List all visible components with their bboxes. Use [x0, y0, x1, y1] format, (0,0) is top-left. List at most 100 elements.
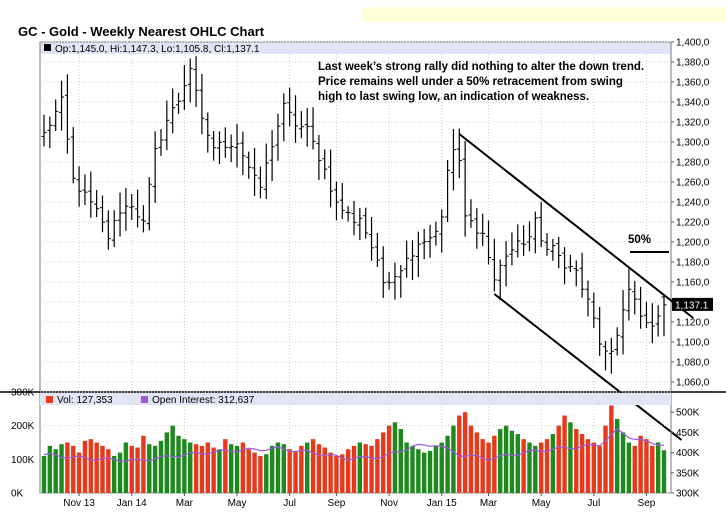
volume-bar	[82, 440, 88, 493]
volume-bar	[269, 445, 275, 493]
x-tick-label: Sep	[638, 498, 656, 509]
volume-bar	[609, 405, 614, 493]
volume-bar	[322, 447, 327, 493]
retracement-label: 50%	[628, 234, 651, 246]
volume-bar	[170, 425, 175, 493]
chart-title: GC - Gold - Weekly Nearest OHLC Chart	[18, 24, 265, 39]
price-tick-label: 1,120,0	[676, 318, 710, 329]
volume-bar	[228, 444, 234, 493]
volume-bar	[503, 425, 509, 493]
volume-bar	[457, 415, 462, 493]
volume-bar	[603, 425, 608, 493]
volume-tick-label: 200K	[11, 421, 35, 432]
last-price-tag	[672, 297, 713, 311]
volume-bar	[655, 442, 661, 493]
volume-bar	[299, 445, 304, 493]
volume-bar	[223, 439, 228, 493]
volume-legend-swatch	[46, 396, 53, 403]
volume-bar	[211, 447, 216, 493]
volume-bar	[258, 455, 263, 493]
volume-bar	[544, 439, 550, 493]
volume-bar	[369, 445, 374, 493]
price-tick-label: 1,200,0	[676, 238, 710, 249]
volume-bar	[462, 412, 468, 493]
x-tick-label: Nov	[380, 498, 398, 509]
volume-bar	[252, 452, 257, 493]
volume-bar	[386, 425, 392, 493]
price-tick-label: 1,180,0	[676, 258, 710, 269]
volume-bar	[556, 425, 561, 493]
volume-bar	[644, 439, 649, 493]
oi-legend-swatch	[141, 396, 148, 403]
volume-bar	[468, 425, 474, 493]
volume-bar	[416, 449, 421, 493]
volume-bar	[498, 429, 503, 493]
ohlc-legend-text: Op:1,145.0, Hi:1,147.3, Lo:1,105.8, Cl:1…	[55, 44, 260, 55]
price-tick-label: 1,360,0	[676, 78, 710, 89]
volume-tick-label: 300K	[11, 388, 35, 399]
volume-bar	[345, 449, 351, 493]
volume-bar	[363, 444, 368, 493]
volume-tick-label: 0K	[11, 489, 24, 500]
volume-bar	[480, 439, 485, 493]
volume-bar	[521, 439, 526, 493]
price-tick-label: 1,160,0	[676, 278, 710, 289]
volume-bar	[47, 445, 53, 493]
volume-bar	[486, 442, 491, 493]
volume-legend-text: Vol: 127,353	[57, 395, 113, 406]
volume-bar	[568, 422, 573, 493]
volume-bar	[421, 452, 427, 493]
volume-bar	[94, 442, 99, 493]
volume-bar	[135, 447, 140, 493]
volume-bar	[533, 445, 538, 493]
x-tick-label: May	[532, 498, 551, 509]
x-tick-label: Mar	[480, 498, 498, 509]
volume-bar	[579, 434, 585, 493]
volume-bar	[340, 454, 345, 493]
price-tick-label: 1,340,0	[676, 98, 710, 109]
volume-bar	[152, 445, 158, 493]
volume-bar	[106, 449, 111, 493]
volume-bar	[334, 455, 339, 493]
annotation-line: high to last swing low, an indication of…	[318, 91, 589, 103]
volume-bar	[53, 449, 58, 493]
volume-bar	[597, 445, 602, 493]
volume-bar	[193, 444, 199, 493]
volume-bar	[357, 442, 363, 493]
volume-bar	[246, 449, 251, 493]
volume-bar	[638, 435, 643, 493]
x-tick-label: Jan 15	[427, 498, 457, 509]
volume-bar	[123, 442, 129, 493]
volume-bar	[71, 445, 76, 493]
volume-bar	[264, 454, 269, 493]
volume-bar	[392, 422, 398, 493]
volume-bar	[515, 434, 520, 493]
volume-bar	[591, 442, 597, 493]
price-tick-label: 1,080,0	[676, 358, 710, 369]
oi-tick-label: 500K	[676, 408, 700, 419]
annotation-line: Price remains well under a 50% retraceme…	[318, 76, 623, 88]
volume-bar	[158, 440, 164, 493]
trend-line	[458, 133, 694, 319]
annotation-line: Last week’s strong rally did nothing to …	[318, 61, 644, 73]
volume-bar	[176, 435, 181, 493]
volume-bar	[217, 449, 222, 493]
volume-bar	[117, 452, 123, 493]
price-tick-label: 1,260,0	[676, 178, 710, 189]
volume-bar	[398, 429, 403, 493]
price-tick-label: 1,280,0	[676, 158, 710, 169]
x-tick-label: Nov 13	[63, 498, 95, 509]
volume-bar	[585, 439, 591, 493]
volume-bar	[100, 445, 105, 493]
volume-bar	[650, 445, 655, 493]
oi-tick-label: 400K	[676, 448, 700, 459]
volume-bar	[381, 432, 386, 493]
volume-bar	[275, 442, 281, 493]
volume-bar	[492, 435, 497, 493]
x-tick-label: Mar	[176, 498, 194, 509]
volume-bar	[182, 439, 187, 493]
volume-bar	[199, 445, 205, 493]
price-tick-label: 1,060,0	[676, 378, 710, 389]
volume-bar	[439, 442, 444, 493]
volume-bar	[65, 442, 70, 493]
